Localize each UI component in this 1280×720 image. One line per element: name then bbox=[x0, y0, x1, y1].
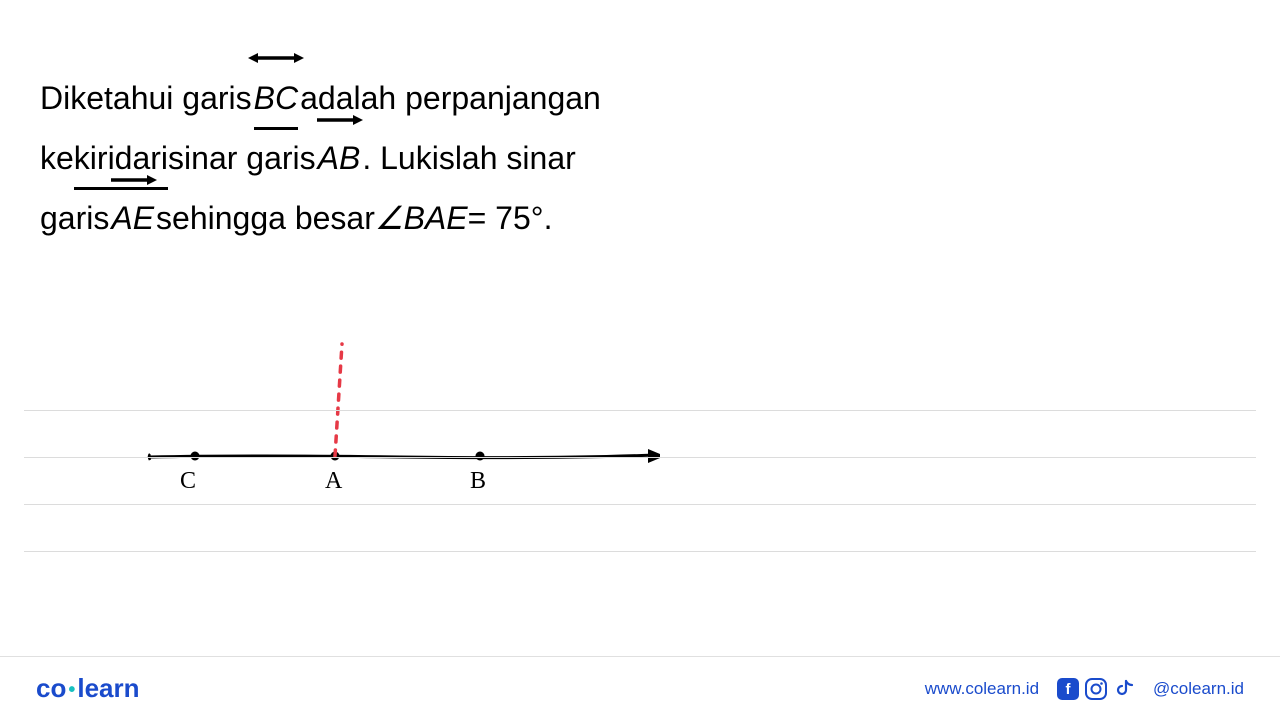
text-line-2: ke kiri dari sinar garis AB . Lukislah s… bbox=[40, 130, 1240, 190]
footer: co•learn www.colearn.id f @colearn.id bbox=[0, 656, 1280, 720]
ae-with-arrow: AE bbox=[111, 190, 154, 246]
t3e: = 75°. bbox=[468, 190, 553, 246]
logo-dot-icon: • bbox=[68, 679, 75, 701]
ruled-line bbox=[24, 504, 1256, 505]
footer-url: www.colearn.id bbox=[925, 679, 1039, 699]
double-arrow-icon bbox=[248, 52, 304, 64]
logo: co•learn bbox=[36, 673, 140, 704]
tiktok-icon bbox=[1113, 678, 1135, 700]
bc-label: BC bbox=[254, 70, 298, 130]
footer-right: www.colearn.id f @colearn.id bbox=[925, 678, 1244, 700]
logo-co: co bbox=[36, 673, 66, 703]
t2a: ke bbox=[40, 130, 74, 186]
right-arrow-icon-2 bbox=[109, 174, 157, 186]
ruled-lines bbox=[24, 410, 1256, 598]
ruled-line bbox=[24, 551, 1256, 552]
ab-label: AB bbox=[318, 130, 361, 186]
t2c: sinar garis bbox=[168, 130, 316, 186]
problem-text: Diketahui garis BC adalah perpanjangan k… bbox=[40, 70, 1240, 246]
instagram-icon bbox=[1085, 678, 1107, 700]
logo-learn: learn bbox=[77, 673, 139, 703]
facebook-icon: f bbox=[1057, 678, 1079, 700]
t1a: Diketahui garis bbox=[40, 70, 252, 126]
ae-label: AE bbox=[111, 190, 154, 246]
footer-handle: @colearn.id bbox=[1153, 679, 1244, 699]
ab-with-arrow: AB bbox=[318, 130, 361, 186]
text-line-1: Diketahui garis BC adalah perpanjangan bbox=[40, 70, 1240, 130]
angle-bae: ∠BAE bbox=[375, 190, 468, 246]
bc-with-double-arrow: BC bbox=[254, 70, 298, 130]
ruled-line bbox=[24, 457, 1256, 458]
text-line-3: garis AE sehingga besar ∠BAE = 75°. bbox=[40, 190, 1240, 246]
ruled-line bbox=[24, 410, 1256, 411]
t3c: sehingga besar bbox=[156, 190, 375, 246]
right-arrow-icon bbox=[315, 114, 363, 126]
social-icons: f bbox=[1057, 678, 1135, 700]
t3a: garis bbox=[40, 190, 109, 246]
t2e: . Lukislah sinar bbox=[362, 130, 575, 186]
